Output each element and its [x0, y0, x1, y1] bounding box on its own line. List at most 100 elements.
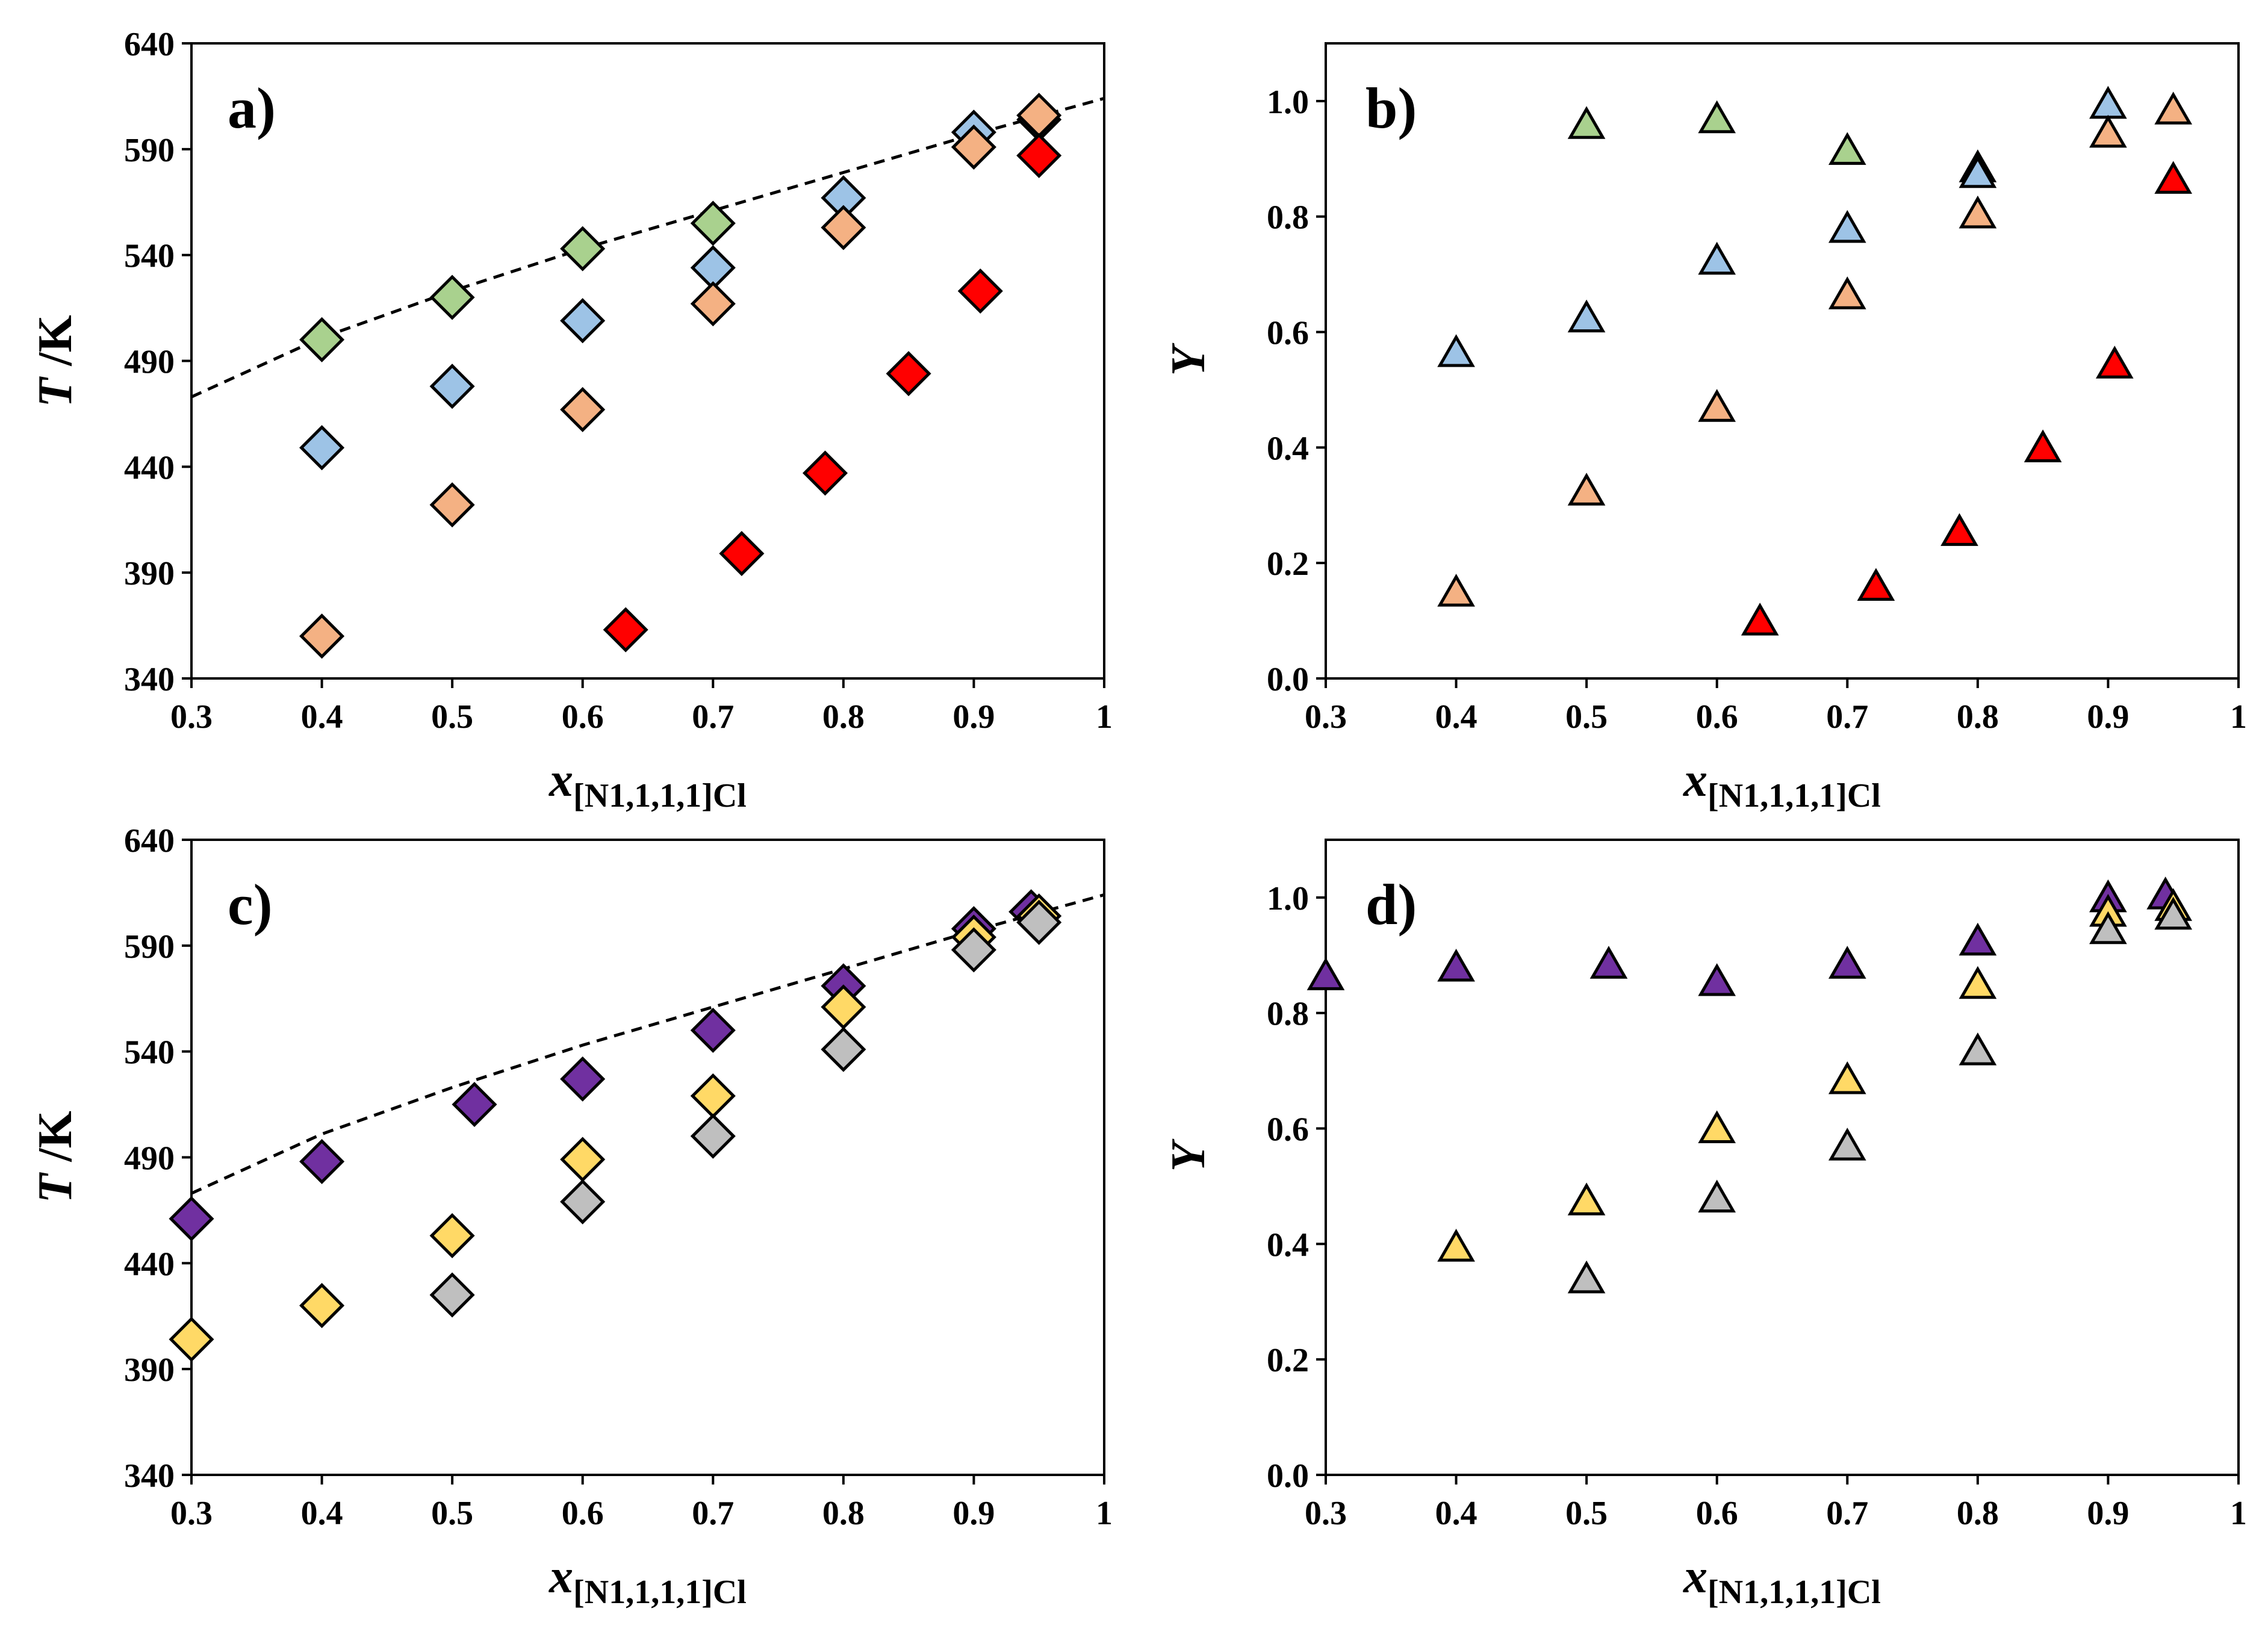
x-tick-label: 0.4: [1435, 1495, 1477, 1532]
triangle-marker-s2: [1959, 1032, 1997, 1066]
y-tick-label: 0.8: [1267, 996, 1309, 1033]
x-tick-label: 0.8: [822, 698, 865, 736]
diamond-marker-s0: [299, 317, 345, 362]
diamond-marker-s1: [169, 1317, 214, 1362]
y-tick-label: 0.0: [1267, 1457, 1309, 1495]
triangle-marker-s3: [1741, 603, 1779, 636]
triangle-marker-s1: [1959, 966, 1997, 999]
diamond-marker-s2: [821, 205, 866, 250]
diamond-marker-s2: [429, 482, 475, 528]
y-tick-label: 540: [124, 238, 175, 275]
y-tick-label: 390: [124, 1351, 175, 1389]
x-axis-label-subscript: [N1,1,1,1]Cl: [573, 777, 747, 814]
diamond-marker-s1: [429, 1213, 475, 1259]
triangle-marker-s2: [2154, 896, 2193, 930]
x-tick-label: 1: [1096, 1495, 1113, 1532]
plot-area-frame: [1325, 42, 2240, 680]
y-axis-label-unit: /K: [29, 315, 82, 377]
y-tick-label: 0.0: [1267, 661, 1309, 698]
diamond-marker-s2: [951, 927, 996, 973]
triangle-marker-s1: [1567, 1182, 1606, 1215]
x-axis-label-subscript: [N1,1,1,1]Cl: [1707, 777, 1881, 814]
y-tick-label: 0.6: [1267, 315, 1309, 352]
y-tick-label: 590: [124, 132, 175, 169]
diamond-marker-s2: [429, 1272, 475, 1318]
diamond-marker-s0: [452, 1082, 497, 1128]
x-tick-label: 0.7: [692, 1495, 734, 1532]
diamond-marker-s3: [886, 351, 931, 397]
x-axis-label: x[N1,1,1,1]Cl: [548, 1550, 747, 1611]
plot-area-frame: [190, 839, 1105, 1476]
panel-c: 0.3 0.4 0.5 0.6 0.7 0.8 0.9 1 340 390 440 490 540 590…: [29, 822, 1113, 1611]
y-tick-label: 490: [124, 344, 175, 381]
y-tick-label: 640: [124, 26, 175, 63]
triangle-marker-s2: [1698, 1179, 1736, 1213]
x-axis-label: x[N1,1,1,1]Cl: [1683, 1550, 1881, 1611]
diamond-marker-s2: [1016, 899, 1062, 945]
x-tick-label: 0.9: [952, 1495, 995, 1532]
diamond-marker-s1: [299, 1283, 345, 1329]
x-axis-label-symbol: x: [1683, 1550, 1707, 1603]
x-tick-label: 1: [2230, 698, 2247, 736]
diamond-marker-s1: [429, 364, 475, 409]
y-axis-label-symbol: T: [29, 1172, 82, 1203]
x-tick-label: 0.7: [1826, 1495, 1868, 1532]
x-tick-label: 0.5: [431, 1495, 473, 1532]
panel-b: 0.3 0.4 0.5 0.6 0.7 0.8 0.9 1 0.0 0.2 0.4 0.6 0.8 1.0…: [1162, 42, 2247, 814]
x-tick-label: 0.9: [2087, 698, 2129, 736]
triangle-marker-s2: [1828, 276, 1866, 309]
x-tick-label: 1: [2230, 1495, 2247, 1532]
x-tick-label: 1: [1096, 698, 1113, 736]
triangle-marker-s2: [1828, 1128, 1866, 1161]
triangle-marker-s2: [1567, 473, 1606, 506]
dashed-fit-curve: [190, 96, 1105, 399]
x-tick-label: 0.3: [170, 1495, 213, 1532]
y-tick-label: 1.0: [1267, 84, 1309, 121]
triangle-marker-s1: [1698, 1110, 1736, 1143]
x-tick-label: 0.9: [952, 698, 995, 736]
diamond-marker-s0: [560, 226, 606, 271]
x-axis-label: x[N1,1,1,1]Cl: [1683, 754, 1881, 814]
panel-d: 0.3 0.4 0.5 0.6 0.7 0.8 0.9 1 0.0 0.2 0.4 0.6 0.8 1.0…: [1162, 839, 2247, 1611]
diamond-marker-s0: [690, 200, 736, 246]
triangle-marker-s0: [1437, 948, 1475, 982]
panel-label: d): [1365, 872, 1417, 937]
y-tick-label: 0.8: [1267, 199, 1309, 237]
panel-a: 0.3 0.4 0.5 0.6 0.7 0.8 0.9 1 340 390 440 490 540 590…: [29, 26, 1113, 814]
y-axis-label: T /K: [29, 1111, 82, 1203]
y-tick-label: 0.4: [1267, 430, 1309, 467]
triangle-marker-s1: [1698, 241, 1736, 275]
triangle-marker-s3: [1857, 568, 1895, 601]
x-tick-label: 0.9: [2087, 1495, 2129, 1532]
y-axis-label-symbol: T: [29, 376, 82, 408]
triangle-marker-s2: [2089, 114, 2127, 148]
panel-label: c): [228, 872, 273, 937]
x-axis-label-subscript: [N1,1,1,1]Cl: [573, 1574, 747, 1611]
triangle-marker-s0: [1306, 957, 1345, 990]
x-tick-label: 0.5: [1565, 698, 1608, 736]
y-axis-label: Y: [1162, 343, 1215, 376]
x-axis-label-symbol: x: [1683, 754, 1707, 807]
triangle-marker-s1: [1437, 334, 1475, 367]
y-tick-label: 340: [124, 1457, 175, 1495]
diamond-marker-s0: [690, 1007, 736, 1053]
x-tick-label: 0.5: [431, 698, 473, 736]
triangle-marker-s0: [1567, 106, 1606, 139]
y-axis-label-unit: /K: [29, 1111, 82, 1173]
triangle-marker-s3: [2095, 346, 2134, 379]
diamond-marker-s2: [951, 124, 996, 170]
triangle-marker-s3: [2154, 161, 2193, 194]
y-axis-label: T /K: [29, 315, 82, 407]
diamond-marker-s3: [1016, 132, 1062, 178]
diamond-marker-s2: [690, 1113, 736, 1159]
x-tick-label: 0.4: [301, 1495, 343, 1532]
diamond-marker-s2: [560, 386, 606, 432]
x-tick-label: 0.6: [1696, 698, 1738, 736]
x-tick-label: 0.4: [1435, 698, 1477, 736]
x-tick-label: 0.8: [822, 1495, 865, 1532]
diamond-marker-s1: [560, 298, 606, 344]
triangle-marker-s1: [1828, 1061, 1866, 1094]
panel-label: b): [1365, 76, 1417, 140]
x-tick-label: 0.3: [170, 698, 213, 736]
